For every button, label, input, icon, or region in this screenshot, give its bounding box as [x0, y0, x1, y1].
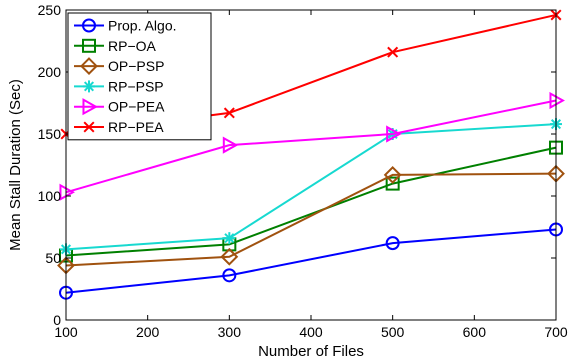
legend-item: RP−PSP — [74, 78, 164, 94]
legend-item: Prop. Algo. — [74, 18, 177, 34]
tick-labels: 100 200 300 400 500 600 700 0 50 100 150 200 250 — [38, 2, 568, 340]
data-point — [383, 166, 402, 184]
data-point — [220, 247, 239, 266]
data-point — [386, 125, 402, 143]
marker-stroke — [223, 107, 235, 119]
legend-label: OP−PSP — [108, 58, 164, 74]
series-line — [65, 123, 557, 251]
data-point — [222, 136, 239, 154]
series-line — [65, 228, 557, 294]
legend-label: RP−PEA — [108, 119, 164, 135]
x-tick-label: 200 — [136, 324, 160, 340]
y-tick-label: 150 — [38, 126, 62, 142]
series-line — [65, 99, 557, 194]
x-axis-title: Number of Files — [258, 343, 364, 360]
marker-stroke — [83, 121, 95, 133]
marker-stroke — [387, 46, 399, 58]
legend-item: RP−OA — [74, 38, 157, 54]
legend-marker — [83, 80, 95, 93]
x-tick-label: 300 — [218, 324, 242, 340]
x-tick-label: 400 — [299, 324, 323, 340]
marker-stroke — [83, 81, 95, 92]
axes-layer — [65, 9, 557, 321]
legend: Prop. Algo. RP−OA OP−PSP RP−PSP OP−PEA RP−PEA — [67, 12, 212, 141]
data-point — [385, 236, 400, 251]
legend-marker — [82, 18, 96, 33]
data-point — [222, 268, 237, 283]
x-tick-label: 700 — [544, 324, 568, 340]
series-line — [65, 146, 557, 257]
data-point — [223, 232, 236, 245]
legend-marker — [82, 98, 98, 116]
x-tick-label: 600 — [463, 324, 487, 340]
x-tick-label: 500 — [381, 324, 405, 340]
legend-marker — [83, 121, 95, 133]
series-line — [65, 172, 557, 267]
y-tick-label: 250 — [38, 2, 62, 18]
y-tick-label: 0 — [53, 312, 61, 328]
x-tick-label: 100 — [54, 324, 78, 340]
legend-label: RP−PSP — [108, 78, 164, 94]
legend-box — [67, 12, 212, 141]
data-point — [223, 107, 235, 119]
data-point — [385, 176, 400, 191]
legend-marker — [82, 38, 96, 53]
data-point — [387, 46, 399, 58]
data-point — [549, 91, 565, 110]
legend-marker — [80, 57, 98, 76]
legend-item: RP−PEA — [74, 119, 164, 135]
legend-label: RP−OA — [108, 38, 157, 54]
y-tick-label: 100 — [38, 188, 62, 204]
marker-stroke — [224, 233, 235, 244]
y-axis-title: Mean Stall Duration (Sec) — [7, 79, 24, 251]
legend-item: OP−PSP — [74, 57, 164, 76]
legend-label: OP−PEA — [108, 99, 165, 115]
legend-item: OP−PEA — [74, 98, 165, 116]
legend-label: Prop. Algo. — [108, 18, 177, 34]
y-tick-label: 50 — [45, 250, 61, 266]
y-tick-label: 200 — [38, 64, 62, 80]
